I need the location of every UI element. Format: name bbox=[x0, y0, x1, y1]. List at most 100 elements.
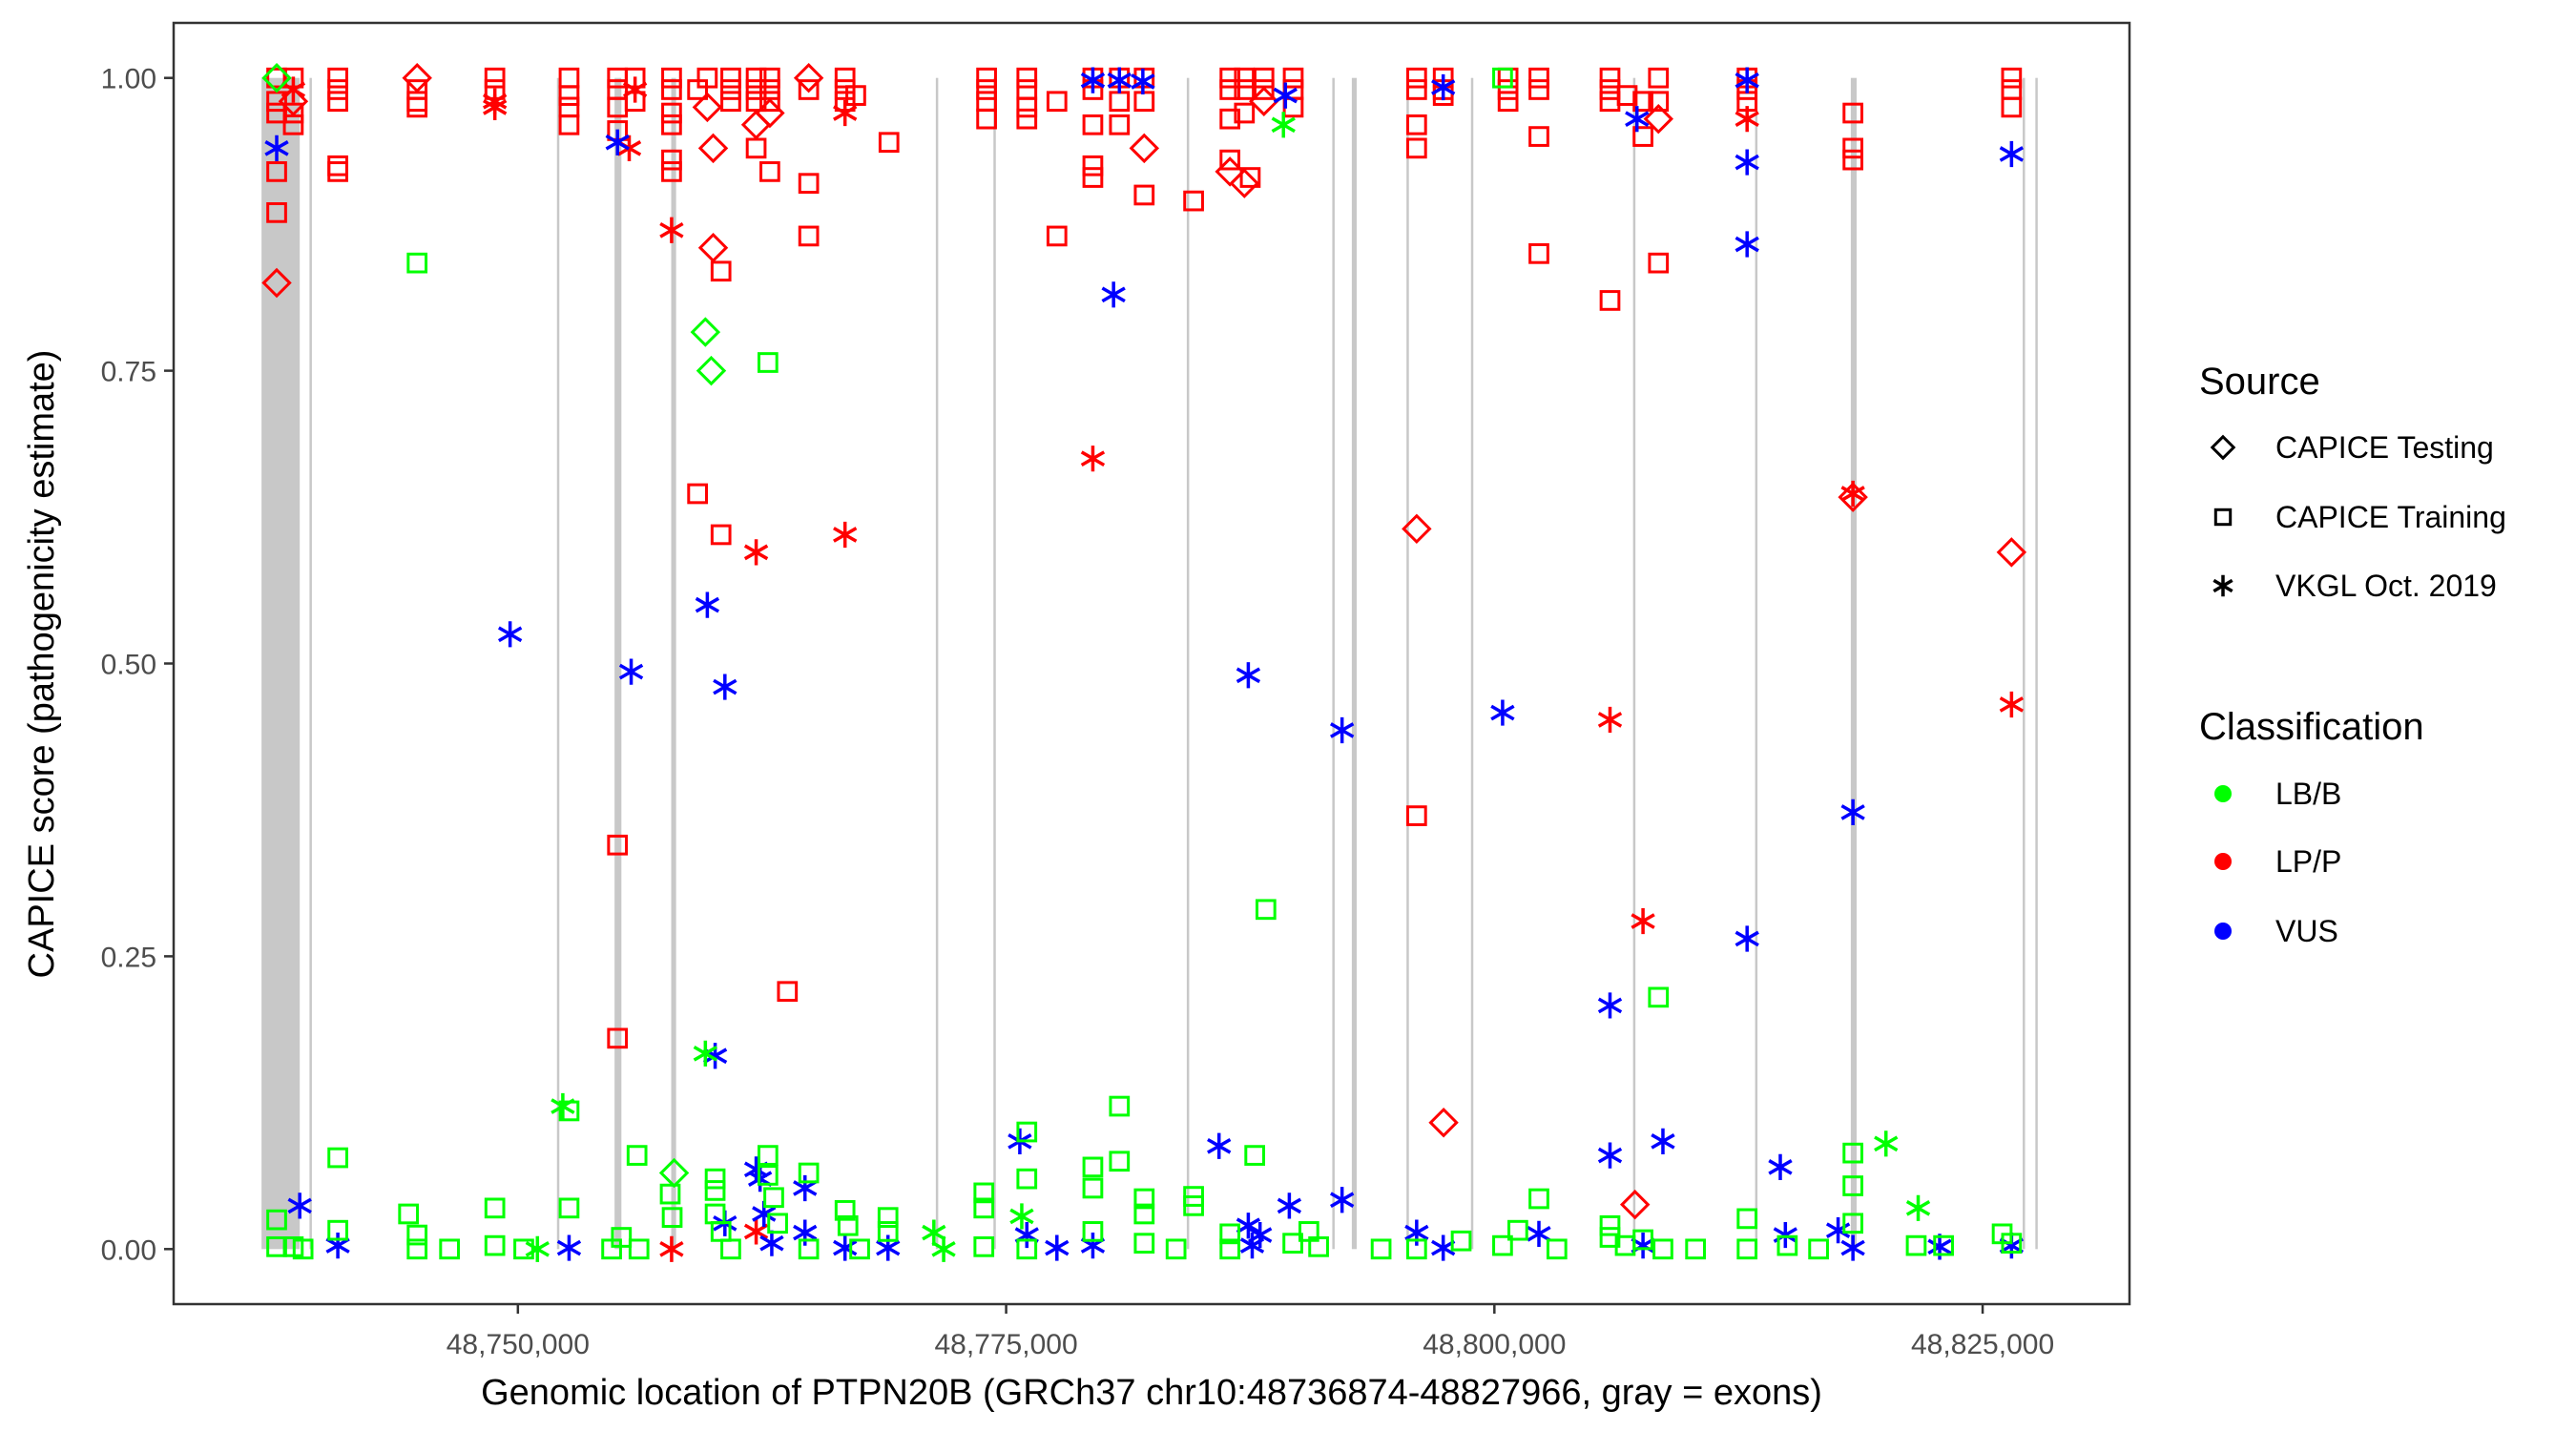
data-point-training bbox=[798, 173, 820, 195]
legend-asterisk-icon bbox=[2212, 574, 2233, 597]
data-points bbox=[261, 62, 2027, 1262]
data-point-testing bbox=[697, 232, 729, 263]
data-point-training bbox=[1219, 79, 1241, 100]
data-point-testing bbox=[1249, 86, 1279, 116]
data-point-vkgl bbox=[1625, 106, 1650, 133]
legend: Source CAPICE Testing CAPICE Training VKGL… bbox=[2199, 361, 2506, 948]
data-point-training bbox=[607, 834, 629, 856]
data-point-vkgl bbox=[1107, 67, 1132, 93]
data-point-testing bbox=[1402, 513, 1432, 545]
exon-band bbox=[671, 77, 676, 1250]
data-point-training bbox=[661, 67, 682, 89]
data-point-training bbox=[696, 67, 718, 89]
data-point-training bbox=[1933, 1234, 1954, 1256]
data-point-training bbox=[1234, 102, 1256, 124]
exon-band bbox=[556, 77, 560, 1250]
legend-class-item: LB/B bbox=[2214, 777, 2341, 811]
x-tick-label: 48,825,000 bbox=[1911, 1329, 2054, 1360]
data-point-training bbox=[1219, 108, 1241, 130]
data-point-vkgl bbox=[1597, 992, 1623, 1019]
data-point-training bbox=[484, 67, 506, 89]
data-point-training bbox=[1546, 1238, 1568, 1260]
data-point-training bbox=[710, 524, 732, 546]
exon-band bbox=[1406, 77, 1409, 1250]
data-point-training bbox=[1253, 79, 1275, 100]
data-point-training bbox=[398, 1203, 420, 1225]
data-point-testing bbox=[278, 86, 309, 116]
data-point-training bbox=[1776, 1234, 1798, 1256]
legend-source-item: VKGL Oct. 2019 bbox=[2212, 569, 2497, 603]
data-point-training bbox=[661, 149, 682, 171]
data-point-vkgl bbox=[833, 521, 858, 549]
data-point-testing bbox=[697, 133, 729, 164]
data-point-vkgl bbox=[1631, 907, 1655, 935]
data-point-vkgl bbox=[1271, 112, 1296, 138]
data-point-training bbox=[1405, 114, 1427, 135]
series-lb-b bbox=[261, 62, 2023, 1262]
data-point-training bbox=[406, 252, 428, 274]
data-point-training bbox=[1450, 1230, 1472, 1252]
data-point-vkgl bbox=[1080, 67, 1106, 93]
data-point-training bbox=[1492, 1234, 1513, 1256]
data-point-training bbox=[878, 132, 900, 154]
data-point-vkgl bbox=[1874, 1130, 1899, 1157]
data-point-training bbox=[484, 1234, 506, 1256]
data-point-training bbox=[973, 1235, 995, 1257]
exon-band bbox=[1332, 77, 1335, 1250]
data-point-training bbox=[1497, 91, 1519, 113]
exon-band bbox=[2035, 77, 2038, 1250]
data-point-training bbox=[798, 1162, 820, 1184]
data-point-training bbox=[558, 1197, 580, 1219]
data-point-training bbox=[661, 114, 682, 135]
data-point-training bbox=[611, 1227, 633, 1248]
data-point-testing bbox=[755, 97, 785, 129]
data-point-training bbox=[976, 108, 997, 130]
data-point-training bbox=[1405, 67, 1427, 89]
data-point-training bbox=[558, 85, 580, 106]
y-tick-label: 0.00 bbox=[101, 1234, 156, 1266]
data-point-training bbox=[1842, 137, 1863, 159]
data-point-training bbox=[1599, 67, 1621, 89]
data-point-testing bbox=[690, 317, 721, 347]
data-point-training bbox=[1842, 1213, 1863, 1234]
legend-source-title: Source bbox=[2199, 361, 2320, 403]
exon-band bbox=[1351, 77, 1358, 1250]
exon-band bbox=[614, 77, 622, 1250]
data-point-training bbox=[1648, 252, 1670, 274]
x-axis-title: Genomic location of PTPN20B (GRCh37 chr1… bbox=[481, 1373, 1822, 1413]
data-point-vkgl bbox=[1277, 1192, 1302, 1219]
data-point-vkgl bbox=[1735, 149, 1759, 176]
data-point-vkgl bbox=[1597, 706, 1623, 734]
data-point-training bbox=[661, 102, 682, 124]
y-tick-label: 0.50 bbox=[101, 650, 156, 681]
data-point-training bbox=[1133, 184, 1155, 206]
x-tick-label: 48,800,000 bbox=[1423, 1329, 1566, 1360]
data-point-testing bbox=[1996, 537, 2027, 568]
data-point-vkgl bbox=[264, 135, 289, 161]
data-point-training bbox=[558, 1100, 580, 1122]
data-point-training bbox=[1165, 1238, 1187, 1260]
data-point-training bbox=[2001, 67, 2023, 89]
data-point-training bbox=[1133, 1203, 1155, 1225]
x-tick-label: 48,775,000 bbox=[934, 1329, 1077, 1360]
data-point-vkgl bbox=[1131, 68, 1155, 94]
data-point-training bbox=[834, 1199, 856, 1221]
data-point-training bbox=[877, 1221, 899, 1242]
exon-band bbox=[1755, 77, 1758, 1250]
data-point-vkgl bbox=[1045, 1234, 1070, 1261]
exon-band bbox=[2023, 77, 2025, 1250]
data-point-vkgl bbox=[931, 1235, 956, 1262]
data-point-training bbox=[834, 67, 856, 89]
data-point-training bbox=[1528, 79, 1549, 100]
data-point-training bbox=[1652, 1238, 1673, 1260]
data-point-training bbox=[1109, 114, 1131, 135]
data-point-training bbox=[1016, 1168, 1038, 1190]
data-point-training bbox=[798, 1238, 820, 1260]
data-point-vkgl bbox=[1735, 231, 1759, 258]
data-point-training bbox=[1219, 67, 1241, 89]
legend-class-item: LP/P bbox=[2214, 844, 2341, 879]
data-point-training bbox=[973, 1182, 995, 1204]
exon-band bbox=[1632, 77, 1636, 1250]
data-point-training bbox=[607, 1027, 629, 1049]
data-point-training bbox=[745, 137, 767, 159]
